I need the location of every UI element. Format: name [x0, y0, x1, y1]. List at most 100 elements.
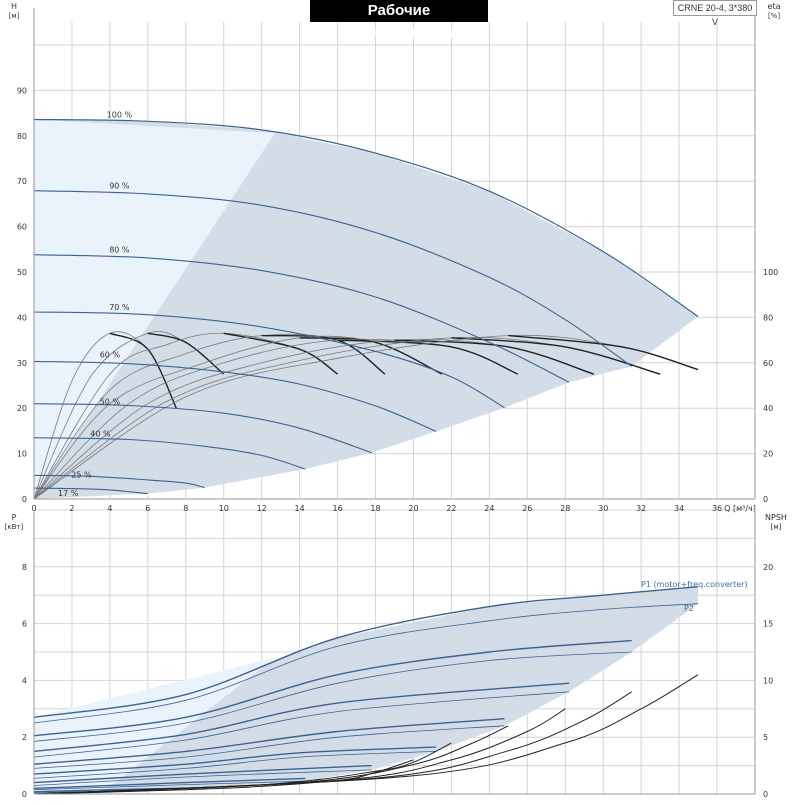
- eta-y-axis-title: eta: [768, 2, 781, 11]
- power-curve-2: [33, 639, 632, 737]
- head-curve-label-4: 60 %: [100, 350, 121, 359]
- head-y-tick-label: 30: [17, 359, 27, 368]
- efficiency-curve-tail-7: [451, 337, 661, 375]
- power-y-tick-label: 4: [22, 676, 27, 685]
- power-y-axis-unit: [кВт]: [5, 523, 24, 531]
- power-curve-10: [33, 764, 372, 784]
- head-y-axis-title: H: [11, 2, 17, 11]
- eta-y-tick-label: 20: [763, 450, 773, 459]
- q-x-tick-label: 14: [295, 504, 305, 513]
- power-curve-4: [33, 682, 570, 753]
- head-curve-label-8: 17 %: [58, 489, 79, 498]
- q-x-tick-label: 30: [598, 504, 608, 513]
- head-y-tick-label: 20: [17, 404, 27, 413]
- q-x-tick-label: 22: [446, 504, 456, 513]
- head-curve-label-7: 25 %: [71, 470, 92, 479]
- head-curve-label-3: 70 %: [109, 303, 130, 312]
- head-curve-label-6: 40 %: [90, 430, 111, 439]
- eta-y-tick-label: 80: [763, 313, 773, 322]
- q-x-tick-label: 2: [69, 504, 74, 513]
- q-x-tick-label: 8: [183, 504, 188, 513]
- q-x-tick-label: 0: [31, 504, 36, 513]
- power-curve-9: [33, 751, 437, 779]
- efficiency-curve-tail-6: [394, 339, 594, 375]
- q-x-tick-label: 12: [257, 504, 267, 513]
- q-x-tick-label: 28: [560, 504, 570, 513]
- head-y-tick-label: 90: [17, 86, 27, 95]
- efficiency-curve-tail-8: [508, 334, 699, 371]
- q-x-tick-label: 4: [107, 504, 112, 513]
- q-x-tick-label: 18: [370, 504, 380, 513]
- power-y-tick-label: 8: [22, 563, 27, 572]
- q-x-tick-label: 32: [636, 504, 646, 513]
- power-operating-envelope: [34, 586, 699, 794]
- efficiency-curve-tail-5: [337, 339, 519, 375]
- npsh-y-tick-label: 5: [763, 733, 768, 742]
- q-x-tick-label: 36: [712, 504, 722, 513]
- q-x-tick-label: 34: [674, 504, 684, 513]
- power-curve-3: [33, 651, 632, 742]
- npsh-y-tick-label: 10: [763, 676, 773, 685]
- head-y-tick-label: 70: [17, 177, 27, 186]
- power-curve-1: [33, 603, 699, 724]
- head-curve-label-0: 100 %: [107, 110, 133, 119]
- npsh-y-axis-unit: [м]: [771, 523, 782, 531]
- power-y-tick-label: 0: [22, 790, 27, 799]
- q-x-tick-label: 26: [522, 504, 532, 513]
- efficiency-curve-tail-4: [299, 337, 443, 375]
- power-curve-11: [33, 769, 372, 786]
- efficiency-curve-tail-1: [147, 332, 225, 375]
- head-y-axis-unit: [м]: [9, 12, 20, 20]
- p1-series-annotation: P1 (motor+freq.converter): [641, 580, 748, 589]
- power-curve-7: [33, 725, 505, 769]
- chart-title: Рабочие характеристики: [310, 0, 488, 41]
- head-curve-100-pct: [33, 118, 699, 317]
- head-curve-70-pct: [33, 311, 505, 409]
- head-curve-90-pct: [33, 190, 633, 367]
- power-y-axis-title: P: [12, 513, 17, 522]
- head-y-tick-label: 0: [22, 495, 27, 504]
- npsh-y-tick-label: 20: [763, 563, 773, 572]
- p2-series-annotation: P2: [684, 604, 694, 613]
- head-y-tick-label: 10: [17, 450, 27, 459]
- q-x-tick-label: 6: [145, 504, 150, 513]
- power-curve-13: [33, 780, 306, 791]
- head-curve-40-pct: [33, 437, 306, 470]
- head-curve-25-pct: [33, 474, 205, 489]
- npsh-curve-5: [33, 674, 699, 795]
- head-y-tick-label: 40: [17, 313, 27, 322]
- head-curve-label-5: 50 %: [100, 398, 121, 407]
- power-y-tick-label: 6: [22, 620, 27, 629]
- pump-model-label: CRNE 20-4, 3*380 V: [673, 0, 757, 27]
- eta-y-axis-unit: [%]: [768, 12, 780, 20]
- head-curve-60-pct: [33, 360, 437, 432]
- head-y-tick-label: 80: [17, 132, 27, 141]
- head-curve-label-1: 90 %: [109, 182, 130, 191]
- npsh-y-tick-label: 0: [763, 790, 768, 799]
- efficiency-curve-tail-0: [109, 332, 177, 409]
- power-curve-6: [33, 718, 505, 765]
- head-y-tick-label: 50: [17, 268, 27, 277]
- q-x-tick-label: 24: [484, 504, 494, 513]
- npsh-y-axis-title: NPSH: [765, 513, 787, 522]
- q-x-axis-label: Q [м³/ч]: [724, 504, 756, 513]
- head-y-tick-label: 60: [17, 223, 27, 232]
- q-x-tick-label: 10: [219, 504, 229, 513]
- head-curve-17-pct: [33, 487, 148, 495]
- efficiency-curve-tail-2: [223, 332, 338, 375]
- head-curve-80-pct: [33, 254, 570, 383]
- power-curve-8: [33, 746, 437, 775]
- eta-y-tick-label: 100: [763, 268, 778, 277]
- eta-y-tick-label: 60: [763, 359, 773, 368]
- q-x-tick-label: 16: [332, 504, 342, 513]
- head-curve-50-pct: [33, 403, 372, 454]
- power-curve-12: [33, 777, 306, 789]
- head-curve-label-2: 80 %: [109, 246, 130, 255]
- power-y-tick-label: 2: [22, 733, 27, 742]
- eta-y-tick-label: 40: [763, 404, 773, 413]
- q-x-tick-label: 20: [408, 504, 418, 513]
- npsh-y-tick-label: 15: [763, 620, 773, 629]
- eta-y-tick-label: 0: [763, 495, 768, 504]
